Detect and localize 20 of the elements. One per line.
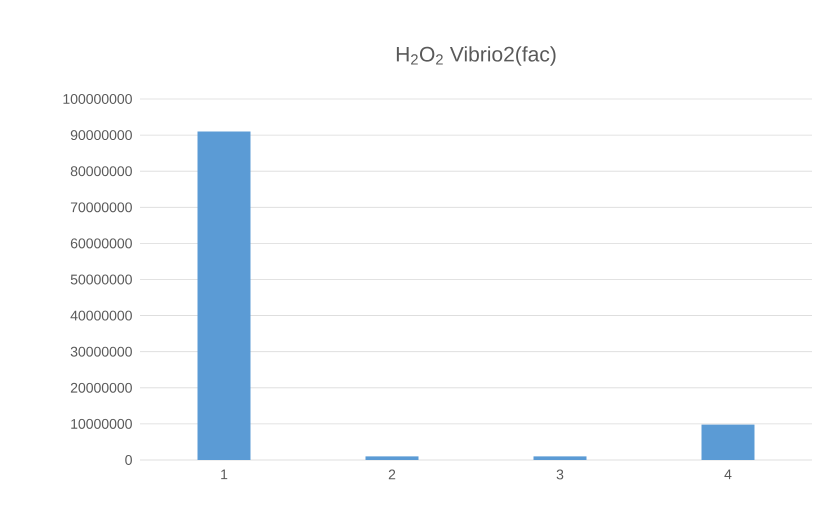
bar [198,131,251,460]
y-tick-label: 90000000 [70,130,132,140]
y-tick-label: 70000000 [70,202,132,212]
y-tick-label: 100000000 [63,94,132,104]
x-tick-label: 2 [388,470,396,480]
y-tick-label: 30000000 [70,346,132,357]
y-tick-label: 0 [125,455,132,465]
y-tick-label: 10000000 [71,418,132,429]
bar [701,424,754,460]
bar [366,456,419,460]
bar [534,456,586,460]
y-tick-label: 50000000 [70,274,132,284]
chart-title: H$_{2}$O$_{2}$ Vibrio2(fac) [396,46,556,66]
y-tick-label: 60000000 [70,238,132,248]
x-tick-label: 3 [556,470,564,480]
x-tick-label: 1 [221,470,228,480]
y-tick-label: 40000000 [70,310,132,321]
x-tick-label: 4 [724,470,732,480]
y-tick-label: 80000000 [70,166,132,176]
y-tick-label: 20000000 [70,382,132,393]
